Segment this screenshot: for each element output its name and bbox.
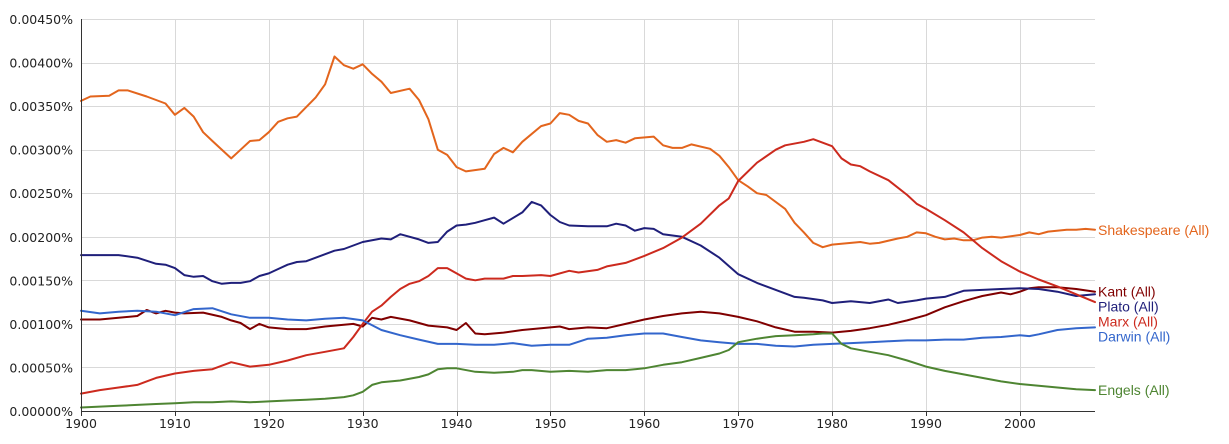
series-line	[80, 55, 1096, 249]
y-tick-label: 0.00450%	[9, 12, 73, 27]
y-tick-label: 0.00050%	[9, 360, 73, 375]
series-line	[80, 332, 1096, 409]
x-tick-label: 1970	[722, 416, 754, 431]
y-tick-label: 0.00150%	[9, 273, 73, 288]
y-axis: 0.00000% 0.00050% 0.00100% 0.00150% 0.00200%…	[9, 12, 73, 419]
x-tick-label: 1900	[65, 416, 97, 431]
series-label: Kant (All)	[1098, 284, 1156, 300]
axis-lines	[81, 19, 1095, 412]
grid-lines	[81, 19, 1095, 411]
series-label: Plato (All)	[1098, 299, 1159, 315]
series-line	[80, 307, 1096, 348]
series-lines	[80, 55, 1096, 409]
series-labels: Shakespeare (All) Kant (All)Plato (All)Ma…	[1098, 222, 1209, 398]
y-tick-label: 0.00350%	[9, 99, 73, 114]
x-tick-label: 1990	[910, 416, 942, 431]
y-tick-label: 0.00400%	[9, 56, 73, 71]
x-tick-label: 1910	[159, 416, 191, 431]
x-axis: 1900 1910 1920 1930 1940 1950 1960 1970 1980 1990…	[65, 411, 1036, 431]
x-tick-label: 2000	[1004, 416, 1036, 431]
x-tick-label: 1950	[535, 416, 567, 431]
series-line	[80, 286, 1096, 336]
y-tick-label: 0.00100%	[9, 317, 73, 332]
series-line	[80, 138, 1096, 395]
series-label: Engels (All)	[1098, 382, 1170, 398]
x-tick-label: 1930	[347, 416, 379, 431]
y-tick-label: 0.00300%	[9, 143, 73, 158]
y-tick-label: 0.00250%	[9, 186, 73, 201]
y-tick-label: 0.00200%	[9, 230, 73, 245]
x-tick-label: 1960	[628, 416, 660, 431]
x-tick-label: 1980	[816, 416, 848, 431]
x-tick-label: 1940	[441, 416, 473, 431]
series-label: Darwin (All)	[1098, 329, 1170, 345]
series-label: Marx (All)	[1098, 314, 1158, 330]
y-tick-label: 0.00000%	[9, 404, 73, 419]
x-tick-label: 1920	[253, 416, 285, 431]
series-line	[80, 200, 1096, 304]
series-label: Shakespeare (All)	[1098, 222, 1209, 238]
